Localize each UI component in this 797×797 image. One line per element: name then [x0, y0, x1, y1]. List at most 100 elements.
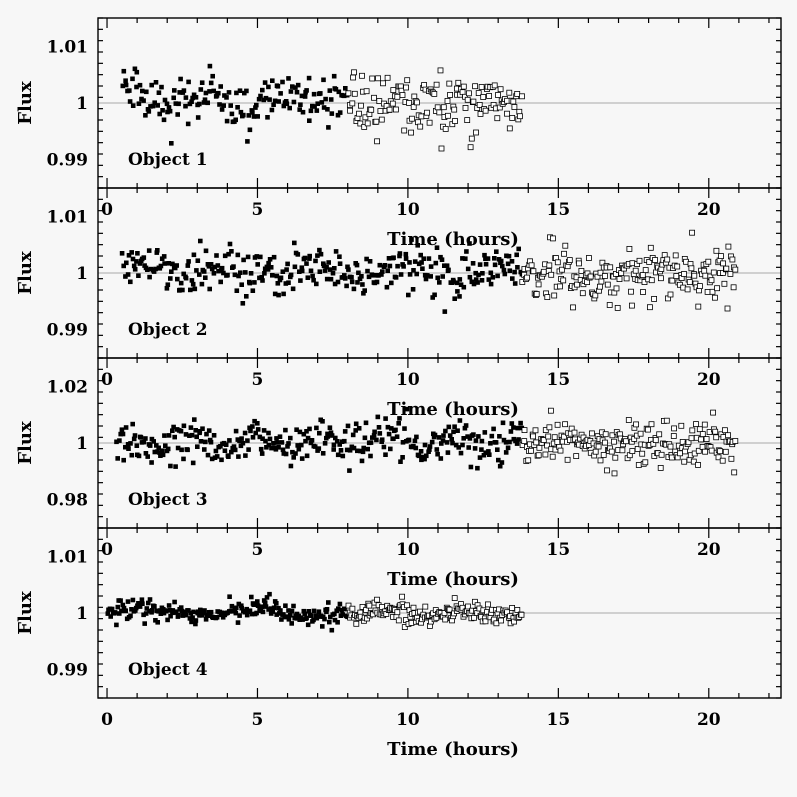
data-point — [181, 271, 186, 277]
data-point — [355, 448, 360, 454]
x-tick-label: 0 — [101, 370, 113, 390]
data-point — [245, 254, 251, 260]
data-point — [326, 125, 331, 130]
data-point — [203, 439, 208, 445]
data-point — [324, 265, 329, 270]
data-point — [468, 464, 474, 470]
data-point — [695, 303, 702, 310]
data-point — [436, 109, 443, 116]
y-tick-label: 1.01 — [47, 37, 88, 57]
data-point — [710, 409, 716, 416]
data-point — [115, 604, 121, 610]
data-point — [375, 75, 382, 82]
data-point — [458, 282, 464, 287]
data-point — [311, 617, 316, 623]
data-point — [211, 271, 217, 276]
data-point — [391, 255, 396, 260]
data-point — [332, 617, 338, 623]
data-point — [437, 280, 442, 285]
data-point — [173, 464, 178, 469]
data-point — [377, 431, 383, 436]
data-point — [156, 90, 162, 95]
data-point — [185, 121, 191, 127]
x-axis-title: Time (hours) — [387, 229, 519, 250]
data-point — [419, 457, 424, 463]
data-point — [203, 617, 209, 622]
data-point — [262, 271, 267, 276]
data-point — [449, 437, 454, 442]
data-point — [354, 262, 360, 268]
data-point — [317, 247, 322, 253]
data-point — [169, 269, 174, 274]
data-point — [506, 89, 513, 96]
data-point — [197, 101, 202, 107]
data-point — [258, 446, 264, 452]
data-point — [283, 99, 289, 104]
data-point — [475, 90, 482, 96]
data-point — [283, 427, 288, 433]
data-point — [301, 608, 307, 614]
data-point — [696, 426, 703, 433]
data-point — [150, 103, 156, 109]
data-point — [353, 421, 359, 427]
data-point — [316, 446, 322, 451]
data-point — [657, 464, 664, 471]
data-point — [320, 451, 326, 456]
data-point — [277, 611, 282, 616]
data-point — [143, 113, 148, 118]
data-point — [178, 76, 183, 82]
data-point — [386, 106, 393, 113]
series-open-square — [345, 67, 525, 152]
data-point — [329, 111, 335, 116]
data-point — [165, 109, 170, 115]
data-point — [386, 256, 392, 261]
data-point — [467, 144, 474, 151]
data-point — [359, 274, 364, 279]
data-point — [473, 277, 479, 282]
y-tick-label: 1 — [76, 264, 88, 284]
data-point — [365, 446, 370, 452]
data-point — [530, 433, 536, 440]
data-point — [521, 438, 528, 445]
data-point — [163, 608, 169, 614]
data-point — [186, 259, 191, 264]
data-point — [428, 274, 433, 279]
data-point — [383, 416, 388, 421]
data-point — [290, 84, 295, 89]
data-point — [309, 438, 315, 443]
data-point — [337, 601, 343, 607]
data-point — [479, 278, 485, 283]
data-point — [267, 97, 272, 102]
data-point — [227, 438, 232, 443]
x-tick-label: 0 — [101, 710, 113, 730]
data-point — [712, 294, 718, 301]
data-point — [669, 454, 675, 461]
data-point — [484, 601, 491, 608]
data-point — [491, 426, 496, 432]
data-point — [286, 617, 292, 622]
data-point — [211, 433, 217, 438]
data-point — [270, 78, 275, 83]
data-point — [194, 268, 199, 273]
data-point — [723, 265, 730, 272]
data-point — [302, 611, 307, 617]
data-point — [360, 282, 365, 287]
data-point — [219, 457, 224, 463]
data-point — [198, 439, 204, 444]
data-point — [365, 268, 370, 274]
data-point — [544, 294, 551, 301]
data-point — [290, 286, 296, 292]
data-point — [345, 264, 350, 270]
data-point — [438, 456, 444, 461]
data-point — [254, 610, 259, 616]
data-point — [306, 609, 312, 614]
data-point — [240, 440, 246, 446]
data-point — [247, 127, 253, 133]
data-point — [464, 117, 471, 123]
data-point — [465, 603, 471, 610]
data-point — [722, 427, 728, 434]
data-point — [247, 608, 253, 613]
data-point — [611, 470, 618, 477]
data-point — [251, 114, 257, 119]
data-point — [158, 263, 164, 269]
